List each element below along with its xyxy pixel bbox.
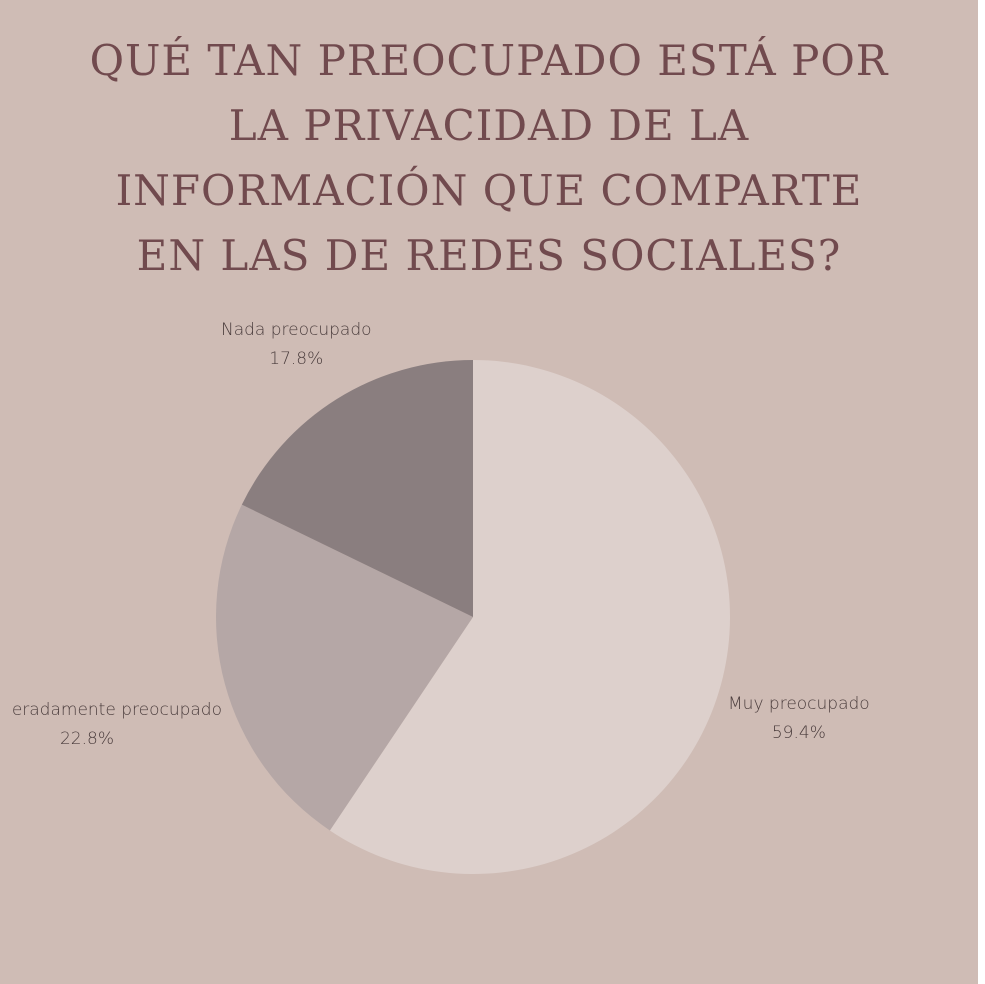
- title-line-4: EN LAS DE REDES SOCIALES?: [136, 231, 842, 280]
- pie-slice-muy-preocupado: [329, 360, 730, 874]
- pie-slice-nada-preocupado: [241, 360, 473, 617]
- slice-label-muy-preocupado: Muy preocupado 59.4%: [728, 690, 870, 748]
- chart-title: QUÉ TAN PREOCUPADO ESTÁ POR LA PRIVACIDA…: [0, 28, 978, 288]
- title-line-3: INFORMACIÓN QUE COMPARTE: [115, 166, 863, 215]
- slice-value-moderadamente-preocupado: 22.8%: [59, 729, 114, 749]
- slice-label-moderadamente-preocupado: eradamente preocupado 22.8%: [0, 696, 222, 754]
- slice-value-muy-preocupado: 59.4%: [771, 723, 826, 743]
- slice-value-nada-preocupado: 17.8%: [269, 349, 324, 369]
- slice-name-nada-preocupado: Nada preocupado: [221, 320, 372, 340]
- title-line-1: QUÉ TAN PREOCUPADO ESTÁ POR: [89, 36, 889, 85]
- title-line-2: LA PRIVACIDAD DE LA: [228, 101, 750, 150]
- slice-label-nada-preocupado: Nada preocupado 17.8%: [221, 316, 372, 374]
- pie-slice-eradamente-preocupado: [216, 504, 474, 831]
- slice-name-muy-preocupado: Muy preocupado: [728, 694, 870, 714]
- slice-name-moderadamente-preocupado: eradamente preocupado: [11, 700, 222, 720]
